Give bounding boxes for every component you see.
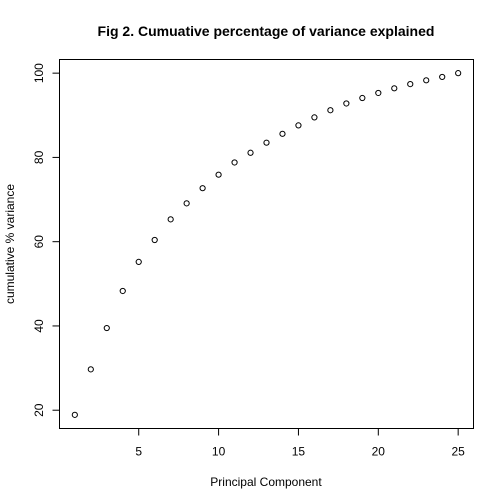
data-point xyxy=(71,411,78,418)
data-point xyxy=(247,149,254,156)
y-tick-label: 60 xyxy=(32,235,46,249)
data-point xyxy=(455,70,462,77)
y-axis: 20 40 60 80 100 xyxy=(32,63,60,417)
data-point xyxy=(199,185,206,192)
data-point xyxy=(375,89,382,97)
y-tick-label: 20 xyxy=(32,403,46,417)
data-points xyxy=(71,70,462,418)
data-point xyxy=(343,100,350,107)
data-point xyxy=(87,366,94,373)
data-point xyxy=(391,85,398,92)
x-tick-label: 20 xyxy=(372,445,386,459)
y-axis-label: cumulative % variance xyxy=(3,184,17,304)
data-point xyxy=(295,122,302,129)
x-axis: 5 10 15 20 25 xyxy=(135,428,465,459)
x-tick-label: 10 xyxy=(212,445,226,459)
data-point xyxy=(327,107,334,114)
data-point xyxy=(183,200,190,207)
data-point xyxy=(359,94,366,102)
x-axis-label: Principal Component xyxy=(210,475,322,489)
y-tick-label: 80 xyxy=(32,150,46,164)
y-tick-label: 40 xyxy=(32,319,46,333)
data-point xyxy=(215,171,222,178)
data-point xyxy=(151,236,158,244)
x-tick-label: 5 xyxy=(135,445,142,459)
data-point xyxy=(439,73,446,81)
y-tick-label: 100 xyxy=(32,63,46,83)
data-point xyxy=(119,287,126,295)
data-point xyxy=(311,114,318,121)
x-tick-label: 25 xyxy=(451,445,465,459)
data-point xyxy=(407,81,414,88)
data-point xyxy=(167,216,174,223)
x-tick-label: 15 xyxy=(292,445,306,459)
data-point xyxy=(231,159,238,166)
chart-title: Fig 2. Cumuative percentage of variance … xyxy=(98,23,435,39)
data-point xyxy=(103,324,110,332)
data-point xyxy=(263,139,270,146)
data-point xyxy=(279,130,286,137)
data-point xyxy=(135,258,142,266)
data-point xyxy=(423,77,430,84)
plot-frame xyxy=(59,59,474,429)
